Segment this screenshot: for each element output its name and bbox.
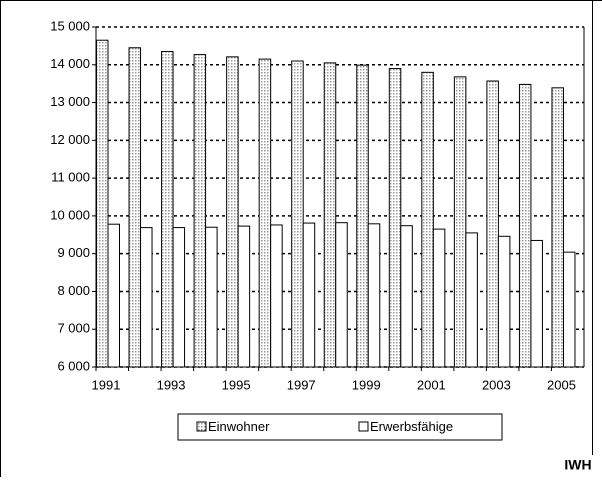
x-tick-label: 1991 [92,377,121,392]
x-tick-label: 1995 [222,377,251,392]
bar [551,87,564,368]
y-tick-label: 12 000 [50,132,90,147]
bar [107,223,120,368]
bar [205,226,218,368]
legend-box [177,413,503,441]
bar [226,56,239,368]
legend-label: Einwohner [208,419,270,434]
bar [172,227,186,368]
y-tick-label: 8 000 [57,283,90,298]
bar [453,76,467,368]
legend-label: Erwerbsfähige [370,419,453,434]
y-tick-label: 9 000 [57,245,90,260]
bar [465,232,478,368]
bar [562,251,576,368]
bar [335,222,348,368]
bar [497,235,511,368]
bar [258,58,272,368]
y-tick-label: 13 000 [50,94,90,109]
bar [193,54,207,368]
bar [356,64,369,368]
y-tick-label: 15 000 [50,18,90,33]
x-tick-label: 2003 [482,377,511,392]
legend-swatch [196,421,207,432]
x-tick-label: 1997 [287,377,316,392]
bar [400,225,413,368]
legend-swatch [358,421,369,432]
bar [486,80,499,368]
x-tick-label: 1999 [352,377,381,392]
x-tick-label: 1993 [157,377,186,392]
bar [432,228,446,368]
bar [388,68,402,368]
y-tick-label: 11 000 [51,170,90,185]
source: IWH [564,457,591,473]
bar [128,47,142,368]
bar [302,222,316,368]
bar [530,239,543,368]
y-tick-label: 7 000 [57,321,90,336]
y-tick-label: 10 000 [50,207,90,222]
bar [161,51,174,368]
bar [237,225,251,368]
bar [140,227,153,368]
bar [323,62,337,368]
bar [96,39,109,368]
bar [518,83,532,368]
y-tick-label: 14 000 [50,56,90,71]
y-tick-label: 6 000 [57,358,90,373]
x-tick-label: 2005 [547,377,576,392]
bar [270,224,283,368]
bar [421,71,434,368]
x-tick-label: 2001 [417,377,446,392]
bar [291,60,304,368]
bar [367,223,381,368]
